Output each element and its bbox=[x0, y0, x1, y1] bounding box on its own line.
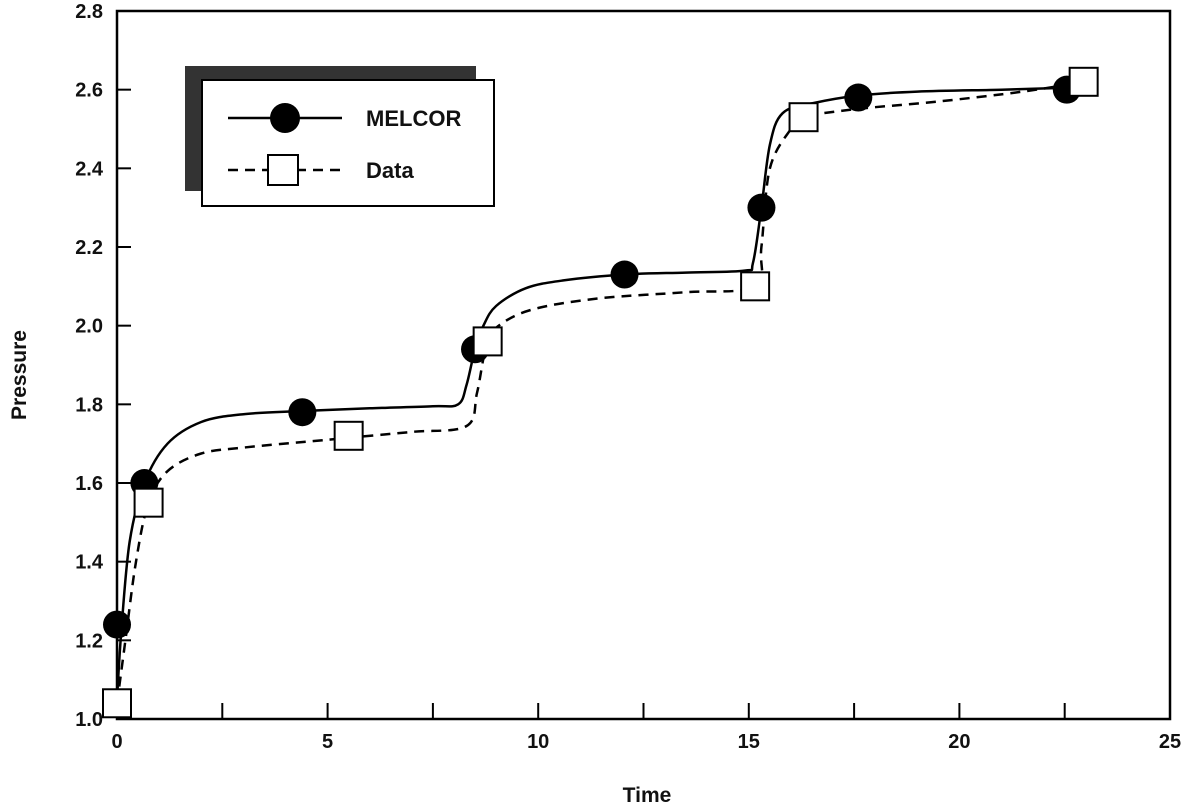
y-tick-label: 2.8 bbox=[75, 1, 103, 23]
x-axis-title: Time bbox=[623, 784, 672, 807]
y-tick-label: 1.0 bbox=[75, 709, 103, 731]
y-tick-label: 2.6 bbox=[75, 80, 103, 102]
data-point-data bbox=[472, 326, 503, 357]
y-tick-label: 2.4 bbox=[75, 158, 104, 180]
x-tick-label: 5 bbox=[322, 731, 333, 753]
legend-melcor-marker bbox=[270, 103, 300, 133]
y-axis-ticks: 1.0 1.2 1.4 1.6 1.8 2.0 2.2 2.4 2.6 2.8 bbox=[75, 1, 131, 731]
y-tick-label: 2.0 bbox=[75, 316, 103, 338]
data-point-data bbox=[740, 271, 771, 302]
data-point-data bbox=[102, 688, 132, 719]
data-point-melcor bbox=[747, 193, 776, 222]
x-tick-label: 0 bbox=[111, 731, 122, 753]
data-point-data bbox=[333, 420, 364, 451]
y-tick-label: 2.2 bbox=[75, 237, 103, 259]
legend-entry-data: Data bbox=[228, 154, 414, 186]
data-point-melcor bbox=[103, 610, 131, 639]
y-tick-label: 1.4 bbox=[75, 552, 104, 574]
plot-area: 0 5 10 15 20 25 1.0 1.2 1.4 1.6 1.8 2.0 2.2 2.4 2.6 2.… bbox=[75, 1, 1181, 753]
legend-box bbox=[201, 79, 495, 207]
x-tick-label: 10 bbox=[527, 731, 549, 753]
data-point-data bbox=[788, 102, 819, 133]
legend-data-marker bbox=[267, 154, 299, 186]
data-point-melcor bbox=[610, 260, 639, 289]
x-tick-label: 20 bbox=[948, 731, 970, 753]
y-axis-title: Pressure bbox=[8, 330, 31, 420]
y-tick-label: 1.6 bbox=[75, 473, 103, 495]
x-tick-label: 25 bbox=[1159, 731, 1181, 753]
legend-entry-melcor: MELCOR bbox=[228, 103, 461, 133]
data-point-melcor bbox=[844, 83, 873, 112]
legend: MELCOR Data bbox=[185, 66, 495, 207]
data-point-data bbox=[133, 487, 164, 518]
x-tick-label: 15 bbox=[738, 731, 760, 753]
series-line-data bbox=[115, 80, 1084, 704]
data-point-melcor bbox=[288, 398, 317, 427]
legend-label-data: Data bbox=[366, 158, 414, 183]
y-tick-label: 1.8 bbox=[75, 394, 103, 416]
data-point-data bbox=[1068, 66, 1099, 97]
y-tick-label: 1.2 bbox=[75, 630, 103, 652]
legend-label-melcor: MELCOR bbox=[366, 106, 461, 131]
x-axis-ticks: 0 5 10 15 20 25 bbox=[111, 703, 1181, 753]
series-markers bbox=[102, 66, 1099, 719]
